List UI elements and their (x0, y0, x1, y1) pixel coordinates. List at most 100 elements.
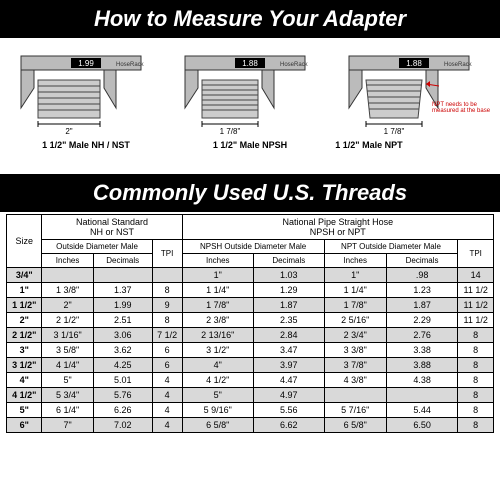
table-cell: 11 1/2 (458, 283, 494, 298)
svg-text:1.99: 1.99 (78, 59, 94, 68)
table-cell: 4 3/8" (324, 373, 386, 388)
table-cell: 1 1/4" (182, 283, 253, 298)
table-cell: 1.37 (93, 283, 152, 298)
table-cell: 5" (182, 388, 253, 403)
col-tpi1: TPI (152, 240, 182, 268)
caliper-row: 1.99 HoseRack 2" 1 1/2" Male NH / NST 1.… (0, 38, 500, 166)
table-cell: 4.47 (253, 373, 324, 388)
table-cell (386, 388, 458, 403)
table-cell: 4" (182, 358, 253, 373)
table-cell: 1.87 (386, 298, 458, 313)
table-cell: 5.56 (253, 403, 324, 418)
table-cell: 2.84 (253, 328, 324, 343)
table-cell: 5.76 (93, 388, 152, 403)
table-cell: 3.38 (386, 343, 458, 358)
table-row: 6"7"7.0246 5/8"6.626 5/8"6.508 (7, 418, 494, 433)
table-cell: 6 (152, 358, 182, 373)
table-cell: 3.06 (93, 328, 152, 343)
table-cell: .98 (386, 268, 458, 283)
svg-text:HoseRack: HoseRack (444, 62, 473, 68)
caliper-npt: 1.88 HoseRack 1 7/8" 1 1/2" Male NPT NPT… (335, 48, 492, 162)
table-cell: 5" (42, 373, 93, 388)
table-cell: 6.26 (93, 403, 152, 418)
table-row: 4"5"5.0144 1/2"4.474 3/8"4.388 (7, 373, 494, 388)
table-cell: 3 5/8" (42, 343, 93, 358)
svg-text:HoseRack: HoseRack (280, 62, 309, 68)
table-cell: 3 7/8" (324, 358, 386, 373)
table-cell: 1 7/8" (182, 298, 253, 313)
table-cell: 6.50 (386, 418, 458, 433)
table-cell: 1 7/8" (324, 298, 386, 313)
table-cell: 1.23 (386, 283, 458, 298)
table-cell (93, 268, 152, 283)
table-cell: 8 (458, 358, 494, 373)
table-cell: 1 3/8" (42, 283, 93, 298)
table-cell: 5 9/16" (182, 403, 253, 418)
table-cell: 2 1/2" (7, 328, 42, 343)
table-cell: 6 1/4" (42, 403, 93, 418)
table-cell: 7.02 (93, 418, 152, 433)
table-cell: 8 (458, 343, 494, 358)
table-cell: 4 (152, 388, 182, 403)
table-cell: 7 1/2 (152, 328, 182, 343)
table-cell: 2.29 (386, 313, 458, 328)
thread-table-wrap: Size National StandardNH or NST National… (0, 212, 500, 435)
table-cell: 1.03 (253, 268, 324, 283)
table-cell: 3 1/2" (182, 343, 253, 358)
table-cell: 2 1/2" (42, 313, 93, 328)
table-cell: 4 1/2" (182, 373, 253, 388)
table-cell: 3 1/2" (7, 358, 42, 373)
table-cell: 6" (7, 418, 42, 433)
table-cell: 6 (152, 343, 182, 358)
table-cell: 14 (458, 268, 494, 283)
table-cell: 4 (152, 373, 182, 388)
table-row: 2"2 1/2"2.5182 3/8"2.352 5/16"2.2911 1/2 (7, 313, 494, 328)
col-group-npsh: National Pipe Straight HoseNPSH or NPT (182, 215, 493, 240)
table-cell: 6.62 (253, 418, 324, 433)
table-cell: 6 5/8" (324, 418, 386, 433)
table-row: 4 1/2"5 3/4"5.7645"4.978 (7, 388, 494, 403)
table-cell: 5.01 (93, 373, 152, 388)
table-cell: 1.99 (93, 298, 152, 313)
caliper-label-npt: 1 1/2" Male NPT (335, 140, 492, 150)
col-group-nh: National StandardNH or NST (42, 215, 182, 240)
table-cell: 3.88 (386, 358, 458, 373)
table-cell: 3.47 (253, 343, 324, 358)
table-cell: 1.29 (253, 283, 324, 298)
table-row: 3 1/2"4 1/4"4.2564"3.973 7/8"3.888 (7, 358, 494, 373)
caliper-label-nh: 1 1/2" Male NH / NST (42, 140, 130, 150)
table-cell: 1" (7, 283, 42, 298)
svg-text:1.88: 1.88 (406, 59, 422, 68)
table-cell: 4 1/4" (42, 358, 93, 373)
table-cell: 3.97 (253, 358, 324, 373)
table-cell: 2" (42, 298, 93, 313)
caliper-icon: 1.88 HoseRack 1 7/8" (180, 48, 320, 138)
table-cell: 8 (458, 373, 494, 388)
col-decimals: Decimals (253, 254, 324, 268)
table-cell: 1 1/2" (7, 298, 42, 313)
table-cell: 5 3/4" (42, 388, 93, 403)
table-cell: 2 5/16" (324, 313, 386, 328)
table-cell: 3.62 (93, 343, 152, 358)
caliper-icon: 1.99 HoseRack 2" (16, 48, 156, 138)
table-cell: 6 5/8" (182, 418, 253, 433)
table-cell: 2.35 (253, 313, 324, 328)
svg-text:1 7/8": 1 7/8" (384, 127, 405, 136)
table-cell: 8 (458, 328, 494, 343)
table-cell: 3 3/8" (324, 343, 386, 358)
table-cell (324, 388, 386, 403)
table-cell: 5 7/16" (324, 403, 386, 418)
table-cell: 8 (458, 418, 494, 433)
table-cell: 4.97 (253, 388, 324, 403)
table-cell: 4 (152, 403, 182, 418)
table-body: 3/4"1"1.031".98141"1 3/8"1.37 8 1 1/4"1.29… (7, 268, 494, 433)
table-cell: 8 (458, 403, 494, 418)
svg-text:1 7/8": 1 7/8" (220, 127, 241, 136)
table-cell: 2" (7, 313, 42, 328)
table-cell: 11 1/2 (458, 313, 494, 328)
table-cell: 4 (152, 418, 182, 433)
col-size: Size (7, 215, 42, 268)
table-row: 3/4"1"1.031".9814 (7, 268, 494, 283)
table-cell: 2.76 (386, 328, 458, 343)
table-cell: 3" (7, 343, 42, 358)
